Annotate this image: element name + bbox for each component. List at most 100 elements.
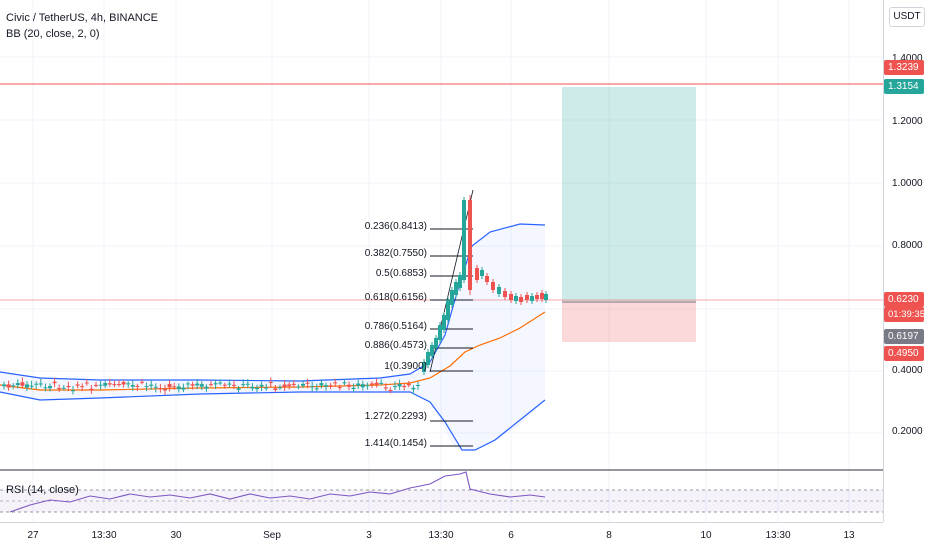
chart-grid <box>0 0 883 522</box>
price-tick: 0.4000 <box>892 365 923 376</box>
candle-body <box>301 383 305 386</box>
candle-body <box>190 384 195 386</box>
candle-body <box>438 325 442 340</box>
candle-body <box>430 345 434 356</box>
time-axis[interactable] <box>0 522 883 551</box>
candle-body <box>144 386 149 388</box>
candle-body <box>140 381 144 383</box>
candle-body <box>135 385 140 387</box>
rsi-band <box>0 490 883 512</box>
stop-zone[interactable] <box>562 301 696 342</box>
candle-body <box>250 386 255 389</box>
candle-body <box>158 387 163 389</box>
fib-label-0236: 0.236(0.8413) <box>364 221 427 232</box>
candle-body <box>163 388 167 391</box>
candle-body <box>204 386 209 389</box>
candle-body <box>383 387 388 389</box>
time-tick: 27 <box>27 530 39 541</box>
candle-body <box>365 385 370 387</box>
candle-body <box>20 382 25 386</box>
time-tick: 30 <box>170 530 182 541</box>
candle-body <box>43 387 48 389</box>
candle-body <box>218 382 223 384</box>
candle-body <box>282 384 287 388</box>
candle-body <box>422 362 426 372</box>
bb-indicator-label[interactable]: BB (20, close, 2, 0) <box>6 28 100 40</box>
candle-body <box>29 385 34 387</box>
candle-body <box>126 383 131 385</box>
candle-body <box>245 383 250 385</box>
candle-body <box>497 287 501 294</box>
fib-label-1: 1(0.3900) <box>384 361 427 372</box>
bb-lower-band <box>0 391 546 451</box>
rsi-line <box>9 471 546 513</box>
time-tick: Sep <box>263 530 281 541</box>
candle-body <box>48 386 52 389</box>
candle-body <box>149 384 154 386</box>
candle-body <box>319 383 324 386</box>
candle-body <box>52 381 57 384</box>
candle-body <box>176 386 181 390</box>
candle-body <box>296 386 301 388</box>
candle-body <box>25 384 29 388</box>
candle-body <box>66 385 71 387</box>
current-price-label: 0.6230 <box>884 292 924 307</box>
currency-button[interactable]: USDT <box>889 7 925 27</box>
candle-body <box>411 387 416 390</box>
candle-body <box>98 384 103 386</box>
candle-body <box>530 296 534 301</box>
candle-body <box>446 300 450 320</box>
time-tick: 13:30 <box>765 530 791 541</box>
bb-upper-band <box>0 223 546 382</box>
bb-fill <box>0 224 545 452</box>
candle-body <box>503 291 507 297</box>
candle-body <box>314 388 319 390</box>
time-tick: 8 <box>606 530 612 541</box>
candle-body <box>426 352 430 365</box>
rsi-indicator-label[interactable]: RSI (14, close) <box>6 484 79 496</box>
candle-body <box>268 382 273 384</box>
candle-body <box>351 387 356 390</box>
candle-body <box>519 297 523 302</box>
candle-body <box>107 383 112 385</box>
time-tick: 13:30 <box>91 530 117 541</box>
candle-body <box>71 390 75 392</box>
entry-price-label: 0.6197 <box>884 329 924 344</box>
candle-body <box>324 385 328 387</box>
candle-body <box>89 388 94 391</box>
candle-body <box>195 383 200 386</box>
candle-body <box>328 385 333 387</box>
candle-body <box>402 385 407 388</box>
candle-body <box>291 383 296 385</box>
stop-price-label: 0.4950 <box>884 346 924 361</box>
candle-body <box>416 384 420 386</box>
candle-body <box>181 387 186 390</box>
target-price-label: 1.3154 <box>884 79 924 94</box>
price-tick: 0.8000 <box>892 240 923 251</box>
candle-body <box>360 384 365 388</box>
price-tick: 1.2000 <box>892 116 923 127</box>
candle-body <box>450 290 454 305</box>
candle-body <box>544 294 548 300</box>
candle-body <box>38 383 43 385</box>
candle-body <box>525 295 529 300</box>
candle-body <box>213 383 218 385</box>
candle-body <box>153 386 158 388</box>
time-tick: 3 <box>366 530 372 541</box>
price-tick: 1.4000 <box>892 53 923 64</box>
candle-body <box>227 383 232 385</box>
candle-body <box>509 294 513 300</box>
candle-body <box>80 386 85 388</box>
time-tick: 13:30 <box>428 530 454 541</box>
candle-body <box>287 384 292 387</box>
target-zone[interactable] <box>562 87 696 301</box>
candle-body <box>222 384 227 386</box>
symbol-title[interactable]: Civic / TetherUS, 4h, BINANCE <box>6 12 159 24</box>
candle-body <box>209 384 213 386</box>
fib-label-0886: 0.886(0.4573) <box>364 340 427 351</box>
candle-body <box>434 338 438 348</box>
candle-body <box>255 387 259 390</box>
candle-body <box>442 315 446 330</box>
candle-body <box>406 383 411 386</box>
